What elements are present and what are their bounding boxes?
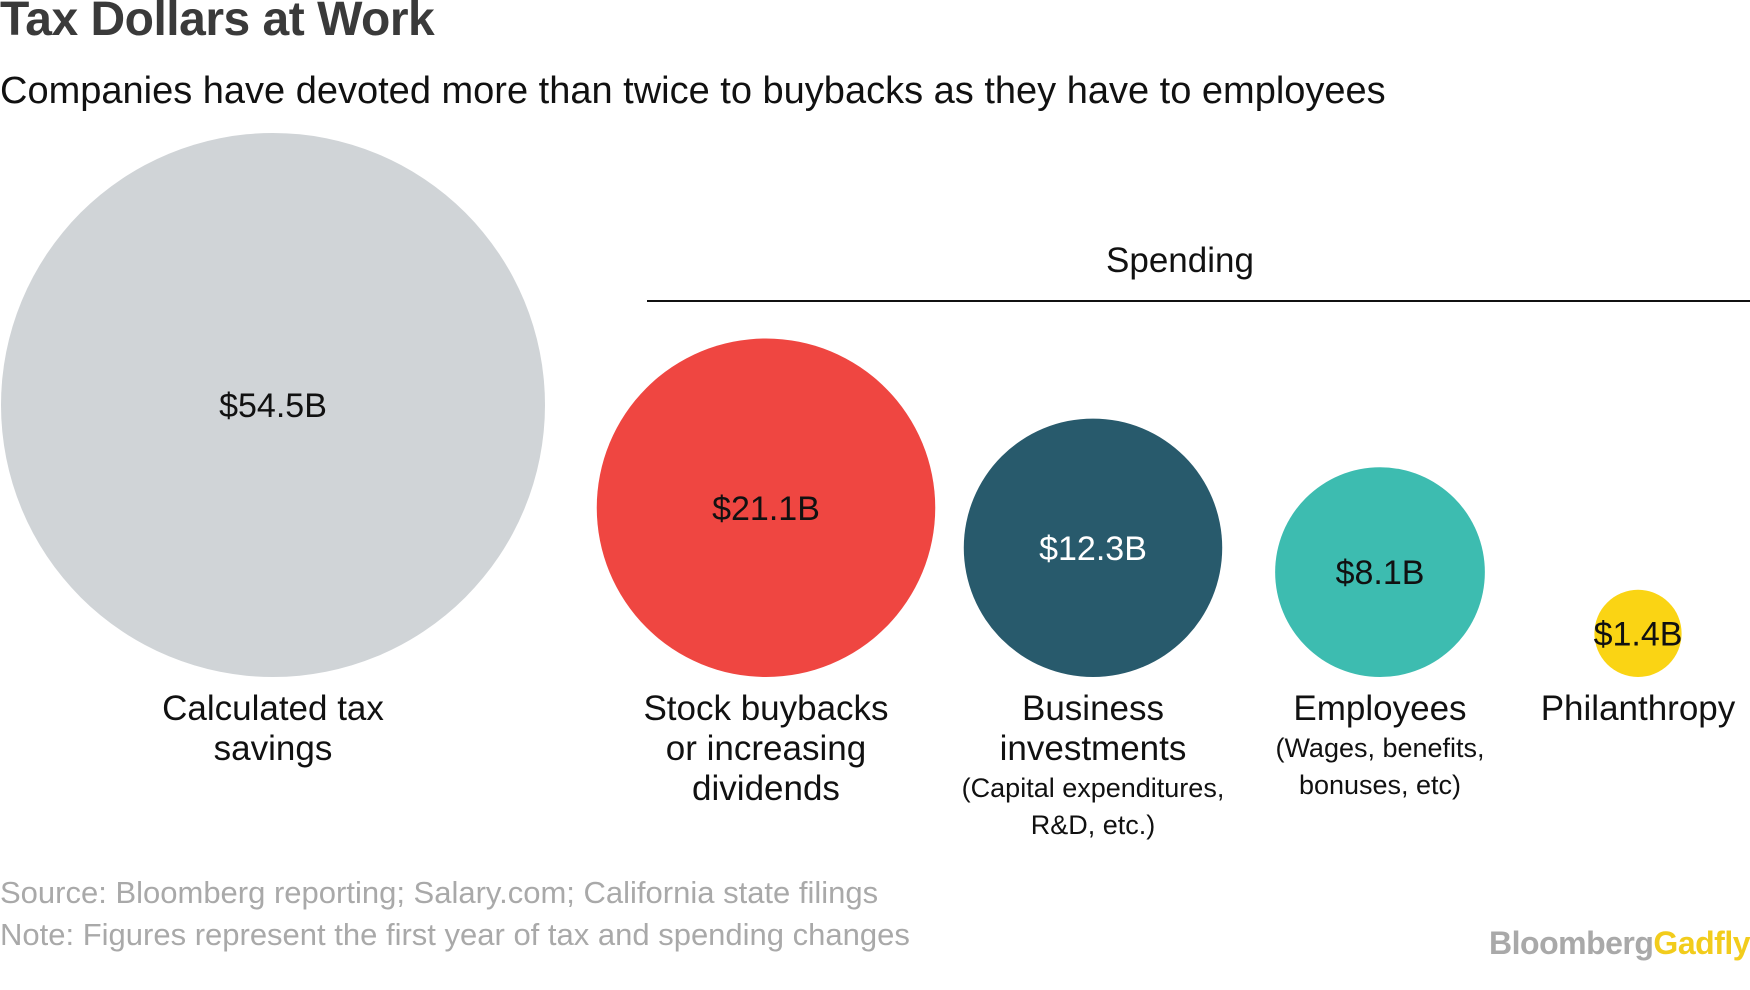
source-note: Source: Bloomberg reporting; Salary.com;… <box>0 875 879 910</box>
footnote: Note: Figures represent the first year o… <box>0 917 910 952</box>
bubble-label-philanthropy-line-1: Philanthropy <box>1541 689 1736 728</box>
bubble-business-investments <box>963 418 1223 677</box>
chart-subtitle: Companies have devoted more than twice t… <box>0 70 1386 112</box>
bubble-buybacks <box>596 338 936 677</box>
bubble-value-employees: $8.1B <box>1336 554 1425 592</box>
bubble-group-employees: $8.1B Employees (Wages, benefits, bonuses, … <box>1275 467 1485 800</box>
bloomberg-gadfly-logo: BloombergGadfly <box>1489 925 1750 962</box>
logo-gadfly: Gadfly <box>1653 925 1750 961</box>
bubble-label-buybacks-line-3: dividends <box>692 769 840 808</box>
bubble-label-employees-line-1: Employees <box>1293 689 1466 728</box>
spending-group-label: Spending <box>1106 241 1254 280</box>
bubble-sublabel-business-investments-line-2: R&D, etc.) <box>1031 810 1156 840</box>
bubble-label-buybacks-line-1: Stock buybacks <box>643 689 888 728</box>
bubble-value-business-investments: $12.3B <box>1039 530 1147 568</box>
bubble-label-tax-savings-line-2: savings <box>214 729 333 768</box>
logo-bloomberg: Bloomberg <box>1489 925 1654 961</box>
chart-title: Tax Dollars at Work <box>0 0 435 46</box>
bubble-employees <box>1275 467 1485 677</box>
bubble-group-philanthropy: $1.4B Philanthropy <box>1541 589 1736 728</box>
bubble-label-business-investments-line-2: investments <box>1000 729 1187 768</box>
bubble-sublabel-employees-line-1: (Wages, benefits, <box>1275 733 1484 763</box>
bubble-label-business-investments-line-1: Business <box>1022 689 1164 728</box>
bubble-philanthropy <box>1594 589 1682 677</box>
bubble-label-tax-savings-line-1: Calculated tax <box>162 689 384 728</box>
bubble-label-buybacks-line-2: or increasing <box>666 729 866 768</box>
bubble-sublabel-employees-line-2: bonuses, etc) <box>1299 770 1461 800</box>
bubble-value-tax-savings: $54.5B <box>219 387 327 425</box>
bubble-value-buybacks: $21.1B <box>712 490 820 528</box>
bubble-tax-savings <box>1 133 545 677</box>
bubble-value-philanthropy: $1.4B <box>1594 615 1683 653</box>
spending-group: Spending <box>647 241 1750 302</box>
bubble-sublabel-business-investments-line-1: (Capital expenditures, <box>962 773 1225 803</box>
